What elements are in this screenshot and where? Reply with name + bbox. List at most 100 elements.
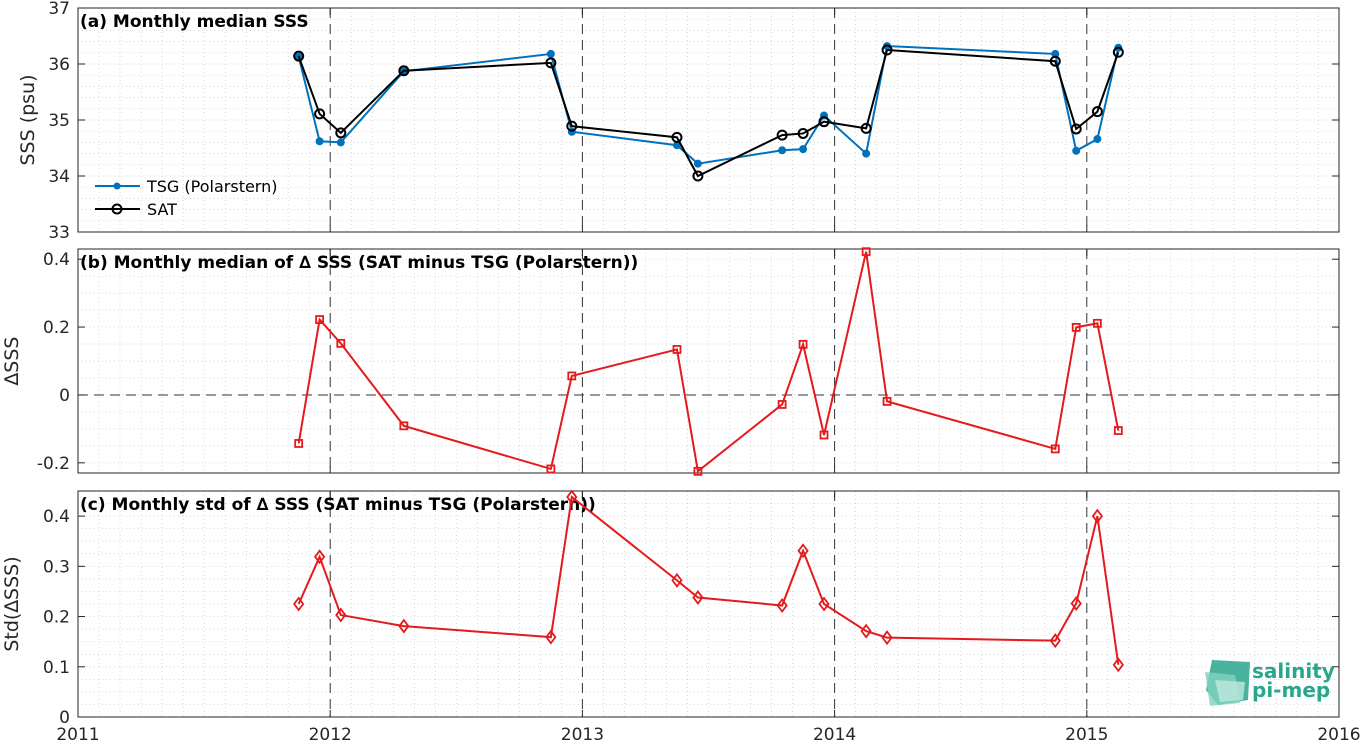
axes-box [77,248,1340,474]
data-point [293,596,305,612]
y-tick-label: 0.4 [43,250,70,270]
x-tick-label: 2013 [561,725,604,745]
data-point [1113,426,1123,435]
data-point [882,396,892,406]
legend-marker [111,203,123,215]
data-point [294,439,304,448]
data-point [777,400,787,409]
data-point [798,339,808,349]
y-tick-label: 0.1 [43,658,70,678]
data-point [1112,657,1124,673]
series-line [297,495,1120,665]
y-tick-label: 0.2 [43,608,70,628]
data-point [336,138,345,147]
data-point [1091,106,1103,118]
x-tick-label: 2014 [813,725,856,745]
data-point [861,247,871,257]
data-point [566,120,578,132]
data-point [335,607,347,623]
y-tick-label: 34 [48,167,70,187]
series-line [297,48,1120,178]
series-line [297,251,1120,474]
data-point [1070,123,1082,135]
data-point [818,596,830,612]
y-tick-label: 0.4 [43,507,70,527]
x-tick-label: 2011 [56,725,99,745]
axes-box [77,490,1340,718]
data-point [1070,595,1082,611]
data-point [398,65,410,77]
data-point [335,127,347,139]
legend-marker [113,182,121,190]
data-point [672,345,682,354]
legend-label: SAT [147,200,177,219]
data-point [799,145,808,154]
legend: TSG (Polarstern) SAT [95,177,277,219]
y-tick-label: 0.3 [43,557,70,577]
y-tick-label: 37 [48,0,70,19]
data-point [881,630,893,646]
data-point [1049,633,1061,649]
y-tick-label: 0 [59,708,70,728]
logo-text-salinity: salinity [1252,659,1335,683]
data-point [862,149,871,158]
x-tick-label: 2015 [1065,725,1108,745]
data-point [778,146,787,155]
panel-title: (a) Monthly median SSS [80,12,309,32]
data-point [860,623,872,639]
data-point [693,159,702,168]
data-point [776,598,788,614]
data-point [566,489,578,505]
data-point [398,618,410,634]
logo-wave-icon [1215,680,1245,702]
data-point [818,116,830,128]
data-point [315,315,325,324]
y-tick-label: 35 [48,111,70,131]
panel-3: 0 0.1 0.2 0.3 0.4 Std(∆SSS) (c) Monthly std of… [1,489,1340,728]
data-point [671,572,683,588]
y-axis-label: ∆SSS [1,337,23,387]
data-point [776,129,788,141]
y-tick-label: -0.2 [37,454,70,474]
panel-2: -0.2 0 0.2 0.4 ∆SSS (b) Monthly median of ∆ S… [1,247,1340,476]
data-point [1072,146,1081,155]
logo-text-pimep: pi-mep [1252,678,1330,702]
data-point [293,50,305,62]
data-point [399,421,409,431]
data-point [1093,135,1102,144]
panel-title: (b) Monthly median of ∆ SSS (SAT minus T… [80,253,638,273]
data-point [819,430,829,440]
data-point [545,629,557,645]
y-axis-label: Std(∆SSS) [1,556,23,651]
y-tick-label: 36 [48,55,70,75]
x-tick-label: 2012 [309,725,352,745]
data-point [692,589,704,605]
data-point [1112,46,1124,58]
data-point [315,137,324,146]
data-point [314,108,326,120]
data-point [860,122,872,134]
legend-label: TSG (Polarstern) [146,177,277,196]
data-point [1091,508,1104,524]
data-point [336,338,346,348]
data-point [881,44,893,56]
panel-1: 33 34 35 36 37 SSS (psu) (a) Monthly median SS… [17,0,1340,243]
data-point [797,543,809,559]
x-tick-label: 2016 [1317,725,1360,745]
y-tick-label: 0.2 [43,318,70,338]
y-tick-label: 0 [59,386,70,406]
y-axis-label: SSS (psu) [17,74,39,165]
data-point [1092,318,1102,328]
data-point [567,371,577,381]
data-point [1050,444,1060,454]
data-point [1049,55,1061,67]
panel-title: (c) Monthly std of ∆ SSS (SAT minus TSG … [80,495,596,515]
data-point [313,549,326,565]
data-point [693,466,703,476]
data-point [546,464,556,474]
y-tick-label: 33 [48,223,70,243]
data-point [546,49,555,58]
data-point [545,57,557,69]
